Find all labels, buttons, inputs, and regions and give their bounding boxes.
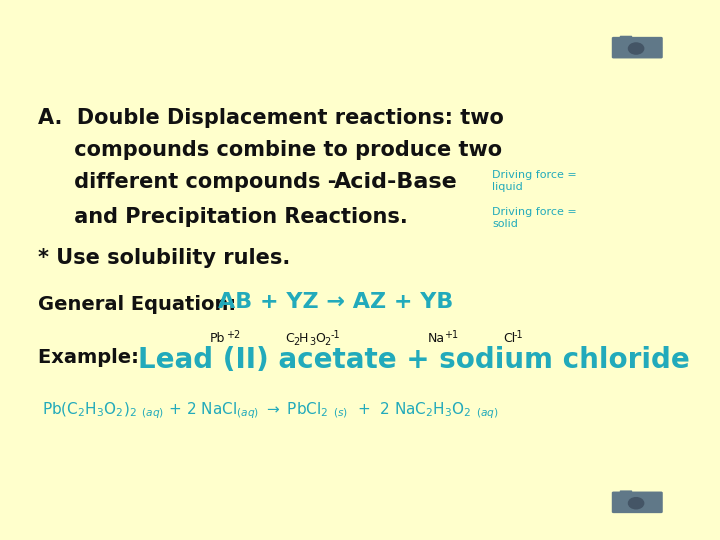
Text: 2: 2 [293,337,300,347]
Text: Driving force =
solid: Driving force = solid [492,207,577,228]
Polygon shape [653,496,662,509]
Text: H: H [299,332,308,345]
Text: Acid-Base: Acid-Base [334,172,458,192]
Text: Pb(C$_2$H$_3$O$_2$)$_2$ $_{(aq)}$ + 2 NaCl$_{(aq)}$ $\rightarrow$ PbCl$_2$ $_{(s: Pb(C$_2$H$_3$O$_2$)$_2$ $_{(aq)}$ + 2 Na… [42,400,499,421]
Text: 3: 3 [309,337,315,347]
Text: AB + YZ → AZ + YB: AB + YZ → AZ + YB [218,292,454,312]
Text: Example:: Example: [38,348,145,367]
Text: Cl: Cl [503,332,516,345]
Polygon shape [653,42,662,54]
Text: compounds combine to produce two: compounds combine to produce two [38,140,502,160]
Text: Lead (II) acetate + sodium chloride: Lead (II) acetate + sodium chloride [138,346,690,374]
FancyBboxPatch shape [612,37,662,58]
Circle shape [629,43,644,54]
Text: and Precipitation Reactions.: and Precipitation Reactions. [38,207,408,227]
Text: A.  Double Displacement reactions: two: A. Double Displacement reactions: two [38,108,504,128]
Text: * Use solubility rules.: * Use solubility rules. [38,248,290,268]
Text: C: C [285,332,294,345]
FancyBboxPatch shape [612,491,662,513]
Text: Pb: Pb [210,332,225,345]
Text: +1: +1 [444,330,458,340]
Text: -1: -1 [331,330,341,340]
Circle shape [629,498,644,509]
Text: O: O [315,332,325,345]
FancyBboxPatch shape [620,490,632,498]
Text: -1: -1 [514,330,523,340]
Text: Driving force =
liquid: Driving force = liquid [492,170,577,192]
Text: General Equation:: General Equation: [38,295,243,314]
Text: Na: Na [428,332,445,345]
Text: +2: +2 [226,330,240,340]
Text: 2: 2 [324,337,330,347]
Text: different compounds -: different compounds - [38,172,343,192]
FancyBboxPatch shape [620,36,632,43]
